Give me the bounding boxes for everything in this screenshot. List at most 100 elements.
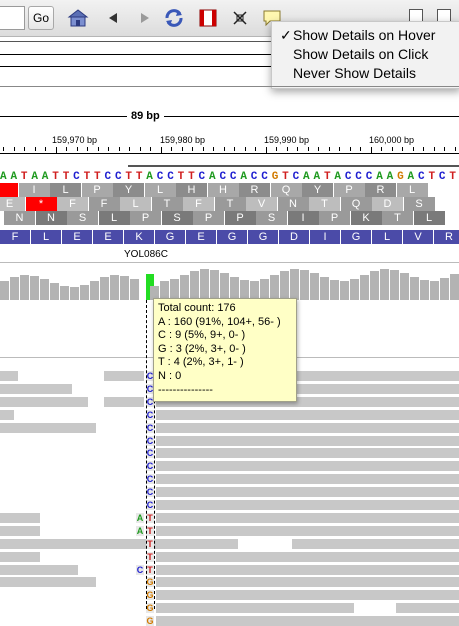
aligned-read[interactable] [156,371,459,381]
coverage-bar[interactable] [240,280,249,300]
coverage-bar[interactable] [100,277,109,300]
coverage-bar[interactable] [400,273,409,300]
aligned-read[interactable] [0,371,18,381]
aligned-read[interactable] [0,525,40,536]
coverage-bar[interactable] [170,279,179,300]
aligned-read[interactable] [156,435,459,446]
aligned-read[interactable] [156,487,459,498]
aligned-read[interactable] [156,538,238,549]
coverage-bar[interactable] [420,280,429,300]
resize-icon[interactable] [229,8,251,28]
coverage-bar[interactable] [110,275,119,300]
go-button[interactable]: Go [28,6,54,30]
coverage-bar[interactable] [290,269,299,300]
coverage-bar[interactable] [450,274,459,300]
coverage-bar[interactable] [150,286,159,300]
forward-icon[interactable] [133,8,155,28]
roi-icon[interactable] [197,8,219,28]
aligned-read[interactable] [0,512,40,523]
coverage-bar[interactable] [430,281,439,300]
coverage-bar[interactable] [200,269,209,300]
aligned-read[interactable] [156,577,459,588]
coverage-bar[interactable] [160,281,169,300]
coverage-bar[interactable] [60,286,69,300]
refresh-icon[interactable] [163,8,185,28]
coverage-bar[interactable] [210,270,219,300]
coverage-bar[interactable] [190,271,199,300]
coverage-bar[interactable] [360,275,369,300]
aligned-read[interactable] [156,500,459,510]
coverage-bar[interactable] [350,279,359,300]
coverage-bar[interactable] [440,278,449,300]
menu-item-show-on-click[interactable]: Show Details on Click [293,46,429,62]
coverage-bar[interactable] [370,271,379,300]
coverage-bar[interactable] [180,275,189,300]
coverage-bar[interactable] [270,275,279,300]
coverage-bar[interactable] [330,280,339,300]
aligned-read[interactable] [0,409,14,420]
aligned-read[interactable] [0,383,72,394]
aligned-read[interactable] [156,512,459,523]
aligned-read[interactable] [156,564,459,575]
aligned-read[interactable] [156,474,459,485]
coverage-bar[interactable] [280,271,289,300]
aligned-read[interactable] [396,603,459,614]
aligned-read[interactable] [156,396,459,407]
aligned-read[interactable] [156,551,459,562]
coverage-bar[interactable] [300,270,309,300]
aligned-read[interactable] [156,525,459,536]
gene-name-label: YOL086C [124,249,168,260]
coverage-bar[interactable] [30,276,39,300]
aligned-read[interactable] [104,371,144,381]
coverage-bar[interactable] [40,279,49,300]
amino-acid: * [25,197,57,211]
coverage-bar[interactable] [130,279,139,300]
aligned-read[interactable] [0,577,96,588]
aligned-read[interactable] [0,551,40,562]
coverage-bar[interactable] [260,279,269,300]
aligned-read[interactable] [156,603,354,614]
coverage-bar[interactable] [340,281,349,300]
coverage-bar[interactable] [230,277,239,300]
aligned-read[interactable] [292,538,459,549]
coverage-bar[interactable] [310,273,319,300]
coverage-bar[interactable] [50,283,59,300]
menu-item-never-show[interactable]: Never Show Details [293,65,416,81]
aligned-read[interactable] [104,396,144,407]
aligned-read[interactable] [156,590,459,601]
aligned-read[interactable] [156,448,459,459]
coverage-bar[interactable] [410,277,419,300]
gene-amino-acid: R [434,230,459,244]
coverage-bar[interactable] [320,277,329,300]
aligned-read[interactable] [156,616,459,626]
coverage-track[interactable] [0,268,459,300]
aligned-read[interactable] [156,422,459,433]
home-icon[interactable] [67,8,89,28]
coverage-bar[interactable] [10,277,19,300]
menu-item-show-on-hover[interactable]: ✓ Show Details on Hover [280,27,436,43]
mismatch-base: C [146,371,154,381]
aligned-read[interactable] [0,538,238,549]
coverage-bar[interactable] [380,269,389,300]
locus-input[interactable] [0,6,25,30]
back-icon[interactable] [103,8,125,28]
coverage-bar[interactable] [70,287,79,300]
coverage-bar[interactable] [0,281,9,300]
aligned-read[interactable] [156,461,459,472]
coverage-bar[interactable] [20,275,29,300]
ruler-tick [77,147,78,151]
coverage-bar[interactable] [250,281,259,300]
coverage-bar[interactable] [80,285,89,300]
chromosome-ideogram[interactable] [0,54,271,55]
coverage-bar[interactable] [390,270,399,300]
popup-text-icon[interactable] [261,8,283,28]
aligned-read[interactable] [0,396,88,407]
aligned-read[interactable] [0,422,96,433]
aligned-read[interactable] [0,564,78,575]
coverage-bar[interactable] [120,276,129,300]
aligned-read[interactable] [156,409,459,420]
coverage-bar[interactable] [90,281,99,300]
coverage-bar[interactable] [220,273,229,300]
aligned-read[interactable] [156,383,459,394]
